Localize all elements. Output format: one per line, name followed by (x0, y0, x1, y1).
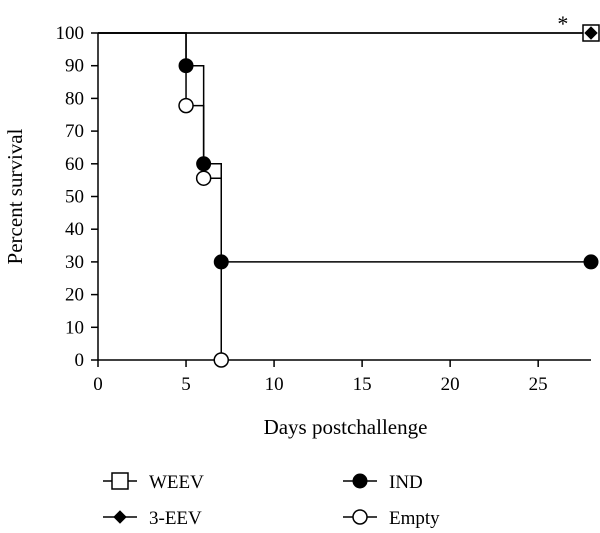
axes (97, 33, 591, 361)
y-tick-label: 60 (65, 154, 84, 175)
legend-marker-ind (352, 473, 368, 489)
series-line-ind (98, 32, 591, 263)
data-point-empty (178, 97, 194, 114)
y-axis-ticks: 0 10 20 30 40 50 60 70 80 90 100 (56, 23, 98, 371)
y-axis-title: Percent survival (3, 128, 27, 264)
y-tick-label: 20 (65, 285, 84, 306)
y-tick-label: 50 (65, 187, 84, 208)
series-points (178, 24, 600, 368)
y-tick-label: 10 (65, 317, 84, 338)
x-tick-label: 10 (265, 374, 284, 395)
legend-marker-empty (352, 509, 368, 525)
legend: WEEV IND 3-EEV Empty (103, 472, 440, 529)
legend-label-empty: Empty (389, 508, 440, 529)
legend-label-weev: WEEV (149, 472, 204, 493)
x-tick-label: 15 (353, 374, 372, 395)
legend-marker-weev (111, 472, 129, 490)
x-axis-title: Days postchallenge (264, 415, 428, 439)
data-point-empty (195, 170, 212, 186)
x-tick-label: 5 (181, 374, 191, 395)
series-lines (98, 32, 591, 360)
legend-label-ind: IND (389, 472, 423, 493)
y-tick-label: 0 (75, 350, 85, 371)
x-tick-label: 25 (529, 374, 548, 395)
y-tick-label: 30 (65, 252, 84, 273)
x-axis-ticks: 0 5 10 15 20 25 (93, 360, 548, 395)
x-tick-label: 0 (93, 374, 103, 395)
y-tick-label: 90 (65, 56, 84, 77)
data-point-ind (196, 156, 212, 172)
y-tick-label: 100 (56, 23, 85, 44)
significance-annotation: * (557, 11, 568, 36)
data-point-3-eev (584, 26, 598, 40)
x-tick-label: 20 (441, 374, 460, 395)
y-tick-label: 40 (65, 219, 84, 240)
data-point-ind (583, 254, 599, 270)
data-point-empty (213, 352, 229, 368)
y-tick-label: 70 (65, 121, 84, 142)
data-point-ind (178, 58, 194, 74)
data-point-ind (213, 254, 229, 270)
legend-marker-3-eev (113, 510, 127, 524)
y-tick-label: 80 (65, 88, 84, 109)
series-line-empty (98, 32, 222, 360)
legend-label-3-eev: 3-EEV (149, 508, 202, 529)
